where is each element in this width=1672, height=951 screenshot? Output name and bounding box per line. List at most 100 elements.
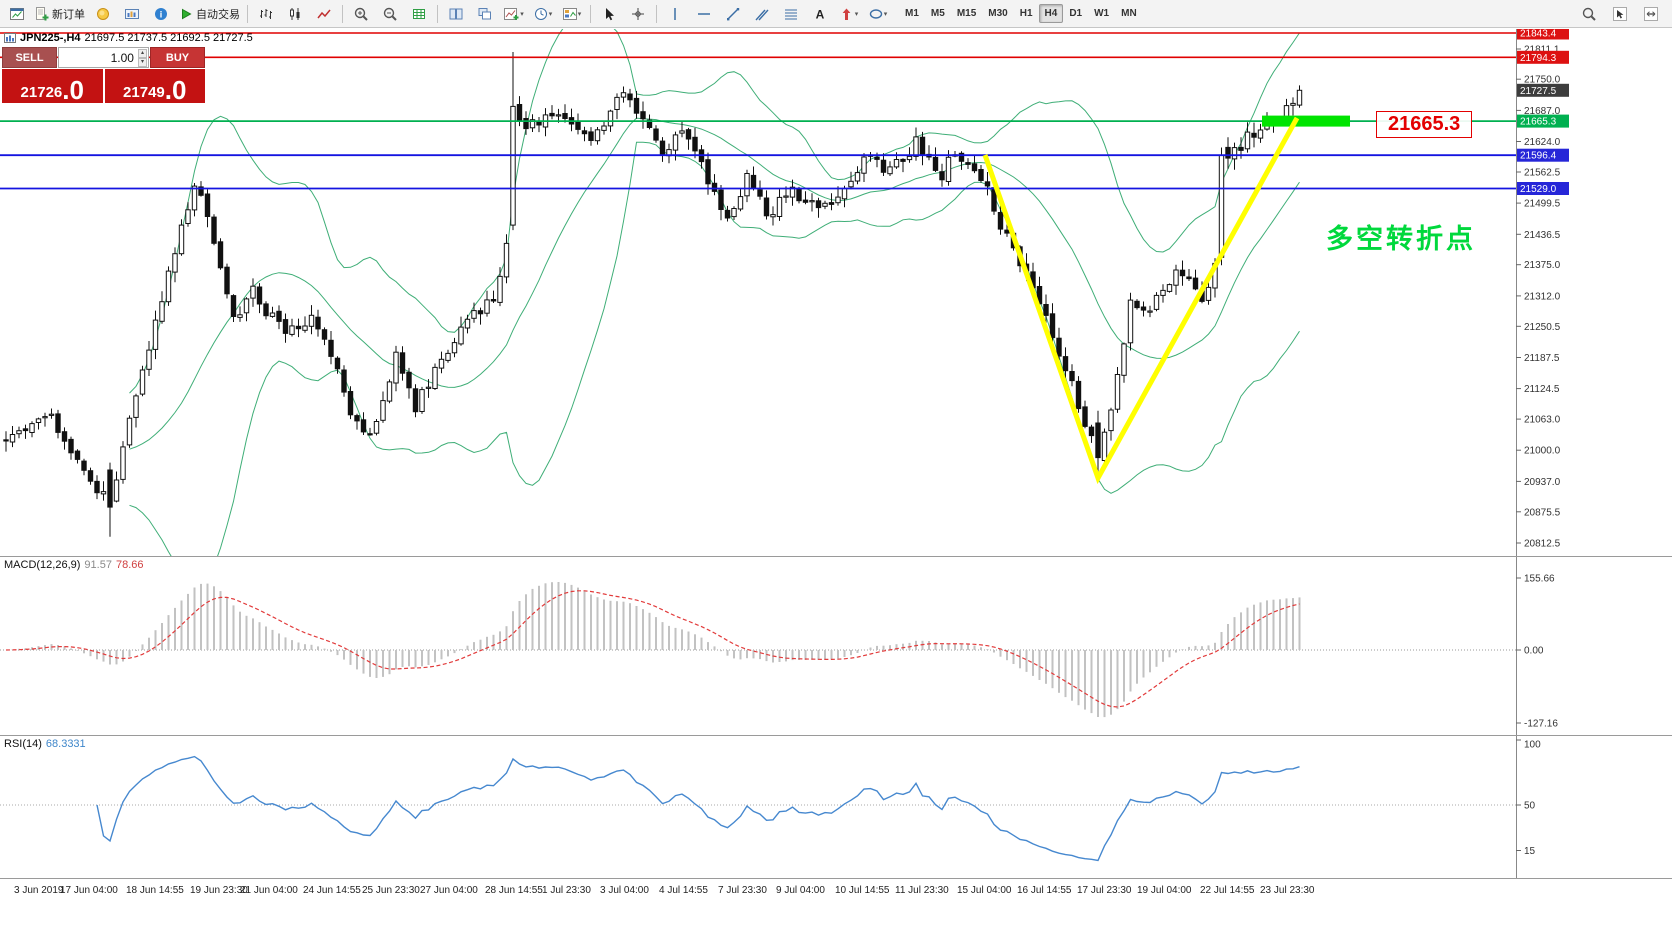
timeframe-M15[interactable]: M15 — [956, 8, 977, 19]
grid-icon[interactable] — [405, 3, 433, 25]
panel-separator[interactable] — [0, 735, 1672, 736]
price-level-annotation[interactable]: 21665.3 — [1376, 111, 1473, 138]
gold-icon[interactable] — [89, 3, 117, 25]
rsi-panel-canvas[interactable]: 100 50 15 — [0, 736, 1672, 878]
timeframe-D1[interactable]: D1 — [1069, 8, 1083, 19]
time-label: 9 Jul 04:00 — [776, 885, 825, 896]
time-label: 10 Jul 14:55 — [835, 885, 890, 896]
vertical-line-tool-icon[interactable] — [661, 3, 689, 25]
svg-text:21375.0: 21375.0 — [1524, 260, 1561, 271]
toolbar-separator — [247, 4, 248, 23]
time-label: 3 Jul 04:00 — [600, 885, 649, 896]
svg-text:21250.5: 21250.5 — [1524, 322, 1561, 333]
time-label: 19 Jun 23:30 — [190, 885, 248, 896]
sell-button[interactable]: SELL — [2, 47, 57, 68]
horizontal-line-tool-icon[interactable] — [690, 3, 718, 25]
sell-price-pips: .0 — [62, 74, 84, 105]
volume-input[interactable] — [73, 49, 136, 66]
timeframe-H4[interactable]: H4 — [1038, 4, 1064, 23]
toolbar-separator — [590, 4, 591, 23]
one-click-trading-panel: SELL ▴ ▾ BUY 21726.0 21749.0 — [2, 47, 205, 103]
svg-text:21665.3: 21665.3 — [1520, 117, 1557, 128]
text-tool-icon[interactable]: A — [806, 3, 834, 25]
svg-text:15: 15 — [1524, 846, 1536, 857]
macd-signal-value: 78.66 — [115, 559, 144, 571]
indicators-icon[interactable]: ▾ — [500, 3, 528, 25]
time-label: 27 Jun 04:00 — [420, 885, 478, 896]
svg-text:21124.5: 21124.5 — [1524, 384, 1560, 395]
arrows-tool-icon[interactable]: ▾ — [835, 3, 863, 25]
time-label: 22 Jul 14:55 — [1200, 885, 1255, 896]
timeframe-group: M1 M5 M15 M30 H1 H4 D1 W1 MN — [899, 4, 1143, 23]
cursor-tool-icon[interactable] — [595, 3, 623, 25]
time-axis[interactable]: 3 Jun 2019 17 Jun 04:00 18 Jun 14:55 19 Jun… — [0, 879, 1672, 905]
tile-windows-icon[interactable] — [442, 3, 470, 25]
profiles-icon[interactable] — [118, 3, 146, 25]
candlestick-chart-type-icon[interactable] — [281, 3, 309, 25]
svg-text:20875.5: 20875.5 — [1524, 507, 1561, 518]
chart-icon — [4, 33, 16, 43]
timeframe-MN[interactable]: MN — [1121, 8, 1137, 19]
svg-text:21811.1: 21811.1 — [1524, 45, 1560, 56]
yellow-v-trendlines[interactable] — [982, 116, 1300, 485]
horizontal-level-lines[interactable] — [0, 32, 1516, 190]
buy-price-pips: .0 — [164, 74, 187, 105]
new-order-button[interactable]: 新订单 — [32, 3, 88, 25]
trendline-tool-icon[interactable] — [719, 3, 747, 25]
svg-text:21529.0: 21529.0 — [1520, 184, 1557, 195]
periods-icon[interactable]: ▾ — [529, 3, 557, 25]
panel-separator[interactable] — [0, 556, 1672, 557]
panel-separator — [0, 878, 1672, 879]
fibonacci-tool-icon[interactable] — [777, 3, 805, 25]
shapes-tool-icon[interactable]: ▾ — [864, 3, 892, 25]
buy-button[interactable]: BUY — [150, 47, 205, 68]
autotrading-button[interactable]: 自动交易 — [176, 3, 243, 25]
timeframe-M30[interactable]: M30 — [988, 8, 1008, 19]
green-zone-rectangle[interactable] — [1262, 115, 1350, 127]
drag-panel-icon[interactable] — [1637, 3, 1665, 25]
time-label: 28 Jun 14:55 — [485, 885, 543, 896]
time-label: 4 Jul 14:55 — [659, 885, 708, 896]
volume-down-button[interactable]: ▾ — [137, 57, 147, 67]
search-icon[interactable] — [1575, 3, 1603, 25]
svg-text:21562.5: 21562.5 — [1524, 168, 1561, 179]
timeframe-W1[interactable]: W1 — [1094, 8, 1110, 19]
info-icon[interactable]: i — [147, 3, 175, 25]
new-chart-icon[interactable] — [3, 3, 31, 25]
bar-chart-type-icon[interactable] — [252, 3, 280, 25]
buy-price-button[interactable]: 21749.0 — [104, 69, 205, 105]
svg-text:21687.0: 21687.0 — [1524, 106, 1561, 117]
sell-price-button[interactable]: 21726.0 — [2, 69, 103, 103]
rsi-line — [96, 755, 1300, 862]
pointer-panel-icon[interactable] — [1606, 3, 1634, 25]
time-label: 23 Jul 23:30 — [1260, 885, 1315, 896]
timeframe-M1[interactable]: M1 — [905, 8, 919, 19]
line-chart-type-icon[interactable] — [310, 3, 338, 25]
new-order-label: 新订单 — [52, 8, 85, 21]
cascade-windows-icon[interactable] — [471, 3, 499, 25]
macd-name: MACD(12,26,9) — [4, 559, 81, 571]
volume-up-button[interactable]: ▴ — [137, 48, 147, 58]
toolbar: 新订单 i 自动交易 ▾ ▾ ▾ A ▾ ▾ M1 M5 M15 M30 H1 H4 D1 W… — [0, 0, 1672, 28]
channel-tool-icon[interactable] — [748, 3, 776, 25]
time-label: 19 Jul 04:00 — [1137, 885, 1192, 896]
timeframe-H1[interactable]: H1 — [1019, 8, 1033, 19]
macd-histogram — [11, 582, 1301, 718]
macd-panel-canvas[interactable]: 155.66 0.00 -127.16 — [0, 557, 1672, 735]
turning-point-annotation[interactable]: 多空转折点 — [1326, 224, 1476, 254]
svg-text:i: i — [160, 9, 163, 19]
toolbar-right-group — [1575, 3, 1669, 25]
templates-icon[interactable]: ▾ — [558, 3, 586, 25]
time-label: 15 Jul 04:00 — [957, 885, 1012, 896]
bollinger-bands — [129, 29, 1300, 556]
timeframe-M5[interactable]: M5 — [930, 8, 945, 19]
sell-price-main: 21726 — [20, 83, 63, 101]
buy-price-main: 21749 — [123, 83, 165, 101]
crosshair-tool-icon[interactable] — [624, 3, 652, 25]
zoom-in-icon[interactable] — [347, 3, 375, 25]
zoom-out-icon[interactable] — [376, 3, 404, 25]
symbol-period-label: JPN225-,H4 — [20, 32, 81, 44]
volume-box: ▴ ▾ — [58, 47, 149, 68]
